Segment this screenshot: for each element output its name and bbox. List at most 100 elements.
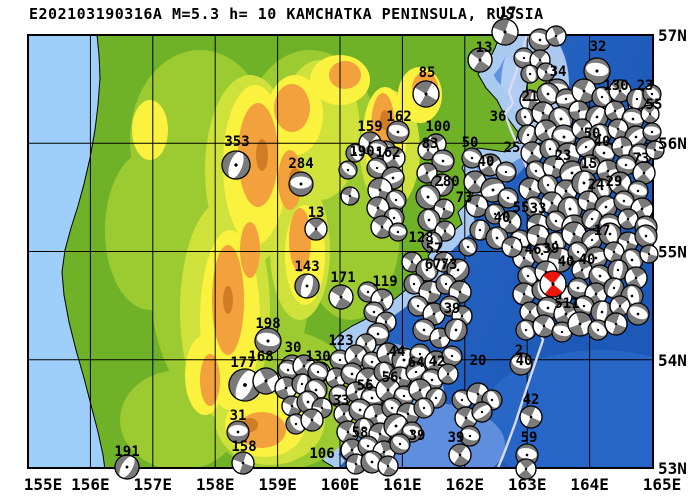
depth-label: 39	[444, 301, 461, 317]
depth-label: 162	[375, 145, 400, 161]
depth-label: 13	[476, 40, 493, 56]
beachball	[421, 231, 443, 253]
beachball	[639, 244, 659, 264]
lon-axis-label: 155E	[24, 475, 63, 494]
lat-axis-label: 54N	[658, 351, 687, 370]
beachball	[417, 139, 439, 161]
depth-label: 73	[633, 151, 650, 167]
beachball	[386, 120, 410, 144]
beachball	[561, 221, 587, 247]
beachball	[626, 302, 650, 326]
depth-label: 58	[352, 425, 369, 441]
lat-axis-label: 55N	[658, 243, 687, 262]
beachball	[439, 295, 461, 317]
beachball	[624, 266, 648, 290]
beachball	[417, 208, 441, 232]
lon-axis-label: 159E	[258, 475, 297, 494]
beachball	[515, 107, 535, 127]
beachball	[545, 210, 567, 232]
depth-label: 39	[409, 428, 426, 444]
depth-label: 17	[594, 223, 611, 239]
beachball	[545, 25, 567, 47]
depth-label: 2	[515, 343, 523, 359]
depth-label: 30	[285, 340, 302, 356]
beachball	[515, 319, 537, 341]
depth-label: 40	[494, 210, 511, 226]
lon-axis-label: 156E	[71, 475, 110, 494]
depth-label: 40	[478, 154, 495, 170]
depth-label: 119	[372, 274, 397, 290]
beachball	[604, 312, 628, 336]
main-event-depth-label: 511	[554, 296, 579, 312]
depth-label: 191	[114, 444, 139, 460]
beachball	[458, 237, 478, 257]
beachball	[607, 118, 629, 140]
depth-label: 73	[441, 257, 458, 273]
beachball	[567, 311, 593, 337]
depth-label: 36	[490, 109, 507, 125]
depth-label: 67	[425, 257, 442, 273]
beachball	[413, 397, 435, 419]
beachball	[617, 208, 639, 230]
beachball	[451, 389, 473, 411]
depth-label: 15	[581, 156, 598, 172]
beachball	[467, 47, 493, 73]
depth-label: 13	[308, 205, 325, 221]
depth-label: 50	[584, 126, 601, 142]
beachball	[571, 118, 593, 140]
beachball	[515, 458, 537, 480]
beachball	[501, 236, 523, 258]
depth-label: 353	[224, 134, 249, 150]
depth-label: 57	[426, 241, 443, 257]
beachball	[581, 208, 603, 230]
depth-label: 85	[419, 65, 436, 81]
beachball	[545, 231, 567, 253]
depth-label: 130	[305, 349, 330, 365]
beachball	[412, 80, 440, 108]
depth-label: 24	[588, 177, 605, 193]
depth-label: 40	[579, 252, 596, 268]
beachball	[518, 177, 542, 201]
beachball	[478, 153, 502, 177]
beachball	[519, 405, 543, 429]
lon-axis-label: 165E	[643, 475, 682, 494]
depth-label: 33	[530, 201, 547, 217]
beachball	[520, 64, 540, 84]
beachball	[539, 138, 561, 160]
beachball	[608, 171, 632, 195]
lon-axis-label: 157E	[134, 475, 173, 494]
lon-axis-label: 160E	[321, 475, 360, 494]
beachball	[583, 57, 611, 85]
depth-label: 29	[606, 174, 623, 190]
depth-label: 59	[521, 430, 538, 446]
beachball	[536, 82, 560, 106]
beachball	[640, 104, 660, 124]
depth-label: 159	[357, 119, 382, 135]
map-title: E202103190316A M=5.3 h= 10 KAMCHATKA PEN…	[29, 5, 544, 23]
depth-label: 33	[333, 393, 350, 409]
lon-axis-label: 163E	[508, 475, 547, 494]
lat-axis-label: 57N	[658, 26, 687, 45]
beachball	[444, 318, 468, 342]
depth-label: 168	[248, 349, 273, 365]
beachball	[226, 420, 250, 444]
beachball	[642, 84, 662, 104]
lon-axis-label: 158E	[196, 475, 235, 494]
beachball	[634, 224, 658, 248]
beachball	[517, 124, 539, 146]
beachball	[288, 171, 314, 197]
depth-label: 55	[513, 200, 530, 216]
beachball	[231, 451, 255, 475]
beachball	[525, 160, 547, 182]
beachball	[532, 314, 556, 338]
beachball	[252, 367, 280, 395]
depth-label: 40	[558, 254, 575, 270]
depth-label: 39	[543, 241, 560, 257]
depth-label: 42	[429, 354, 446, 370]
beachball	[382, 146, 406, 170]
beachball	[632, 161, 656, 185]
depth-label: 39	[448, 430, 465, 446]
depth-label: 64	[408, 355, 425, 371]
